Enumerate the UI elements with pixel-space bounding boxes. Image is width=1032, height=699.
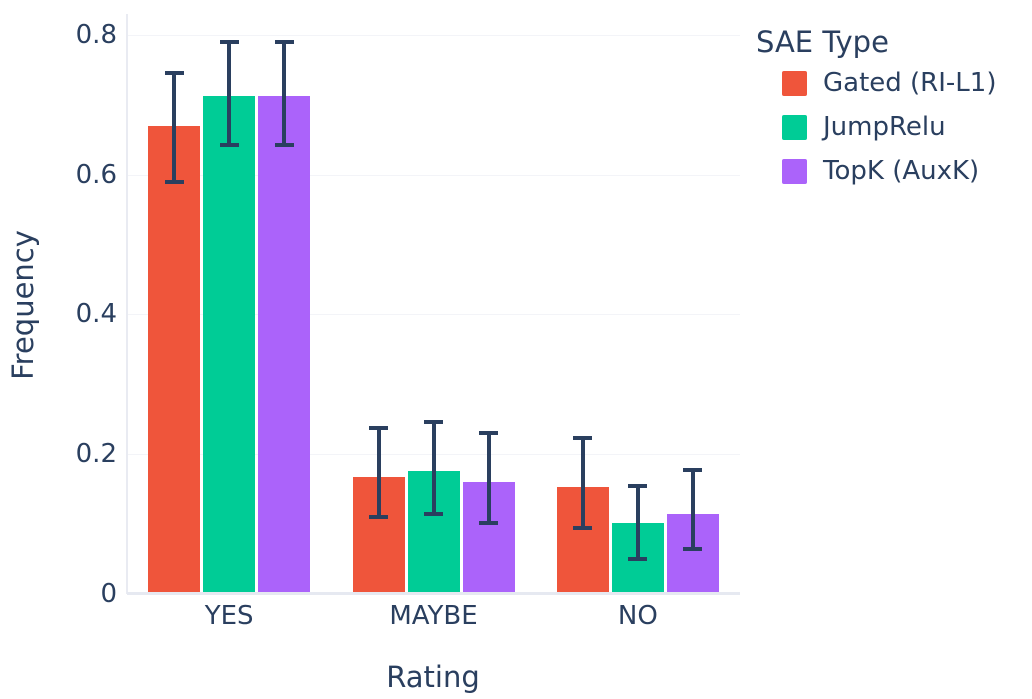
x-axis-baseline [127,592,740,595]
errorbar-topk-auxk-yes-cap-bottom [274,142,294,147]
gridline-0.6 [127,174,740,176]
ytick-0: 0 [100,579,117,609]
ytick-0.8: 0.8 [75,19,117,50]
legend-item-topk-auxk[interactable]: TopK (AuxK) [782,156,1026,186]
bar-gated-ri-l1-yes[interactable] [148,125,201,594]
errorbar-jumprelu-maybe-cap-bottom [424,511,443,516]
plot-area [127,14,740,594]
errorbar-jumprelu-no-cap-bottom [628,557,648,562]
errorbar-gated-ri-l1-no-cap-bottom [573,525,593,530]
errorbar-topk-auxk-maybe-cap-top [479,431,498,436]
legend-items: Gated (RI-L1) JumpRelu TopK (AuxK) [756,68,1026,186]
legend-swatch-icon [782,114,807,140]
legend-item-jumprelu[interactable]: JumpRelu [782,112,1026,142]
errorbar-jumprelu-yes-cap-bottom [219,143,239,148]
legend-swatch-icon [782,158,807,184]
errorbar-gated-ri-l1-yes-cap-top [164,70,184,75]
errorbar-topk-auxk-maybe-line [486,433,491,523]
bar-topk-auxk-yes[interactable] [258,95,311,594]
errorbar-jumprelu-yes-line [227,41,232,146]
errorbar-gated-ri-l1-maybe-cap-bottom [369,515,388,520]
errorbar-gated-ri-l1-no-cap-top [573,436,593,441]
legend-title: SAE Type [756,25,889,59]
y-axis-line [126,14,128,594]
bar-jumprelu-yes[interactable] [203,95,256,594]
legend: SAE Type Gated (RI-L1) JumpRelu TopK (AuxK… [756,24,1026,200]
legend-label: Gated (RI-L1) [823,68,997,98]
legend-label: TopK (AuxK) [823,156,980,186]
x-axis-title: Rating [386,660,480,694]
xtick-yes: YES [204,601,254,631]
errorbar-jumprelu-yes-cap-top [219,39,239,44]
errorbar-topk-auxk-yes-line [282,41,287,145]
errorbar-topk-auxk-no-cap-top [683,467,703,472]
legend-label: JumpRelu [823,112,946,142]
errorbar-jumprelu-no-cap-top [628,484,648,489]
errorbar-jumprelu-maybe-line [431,422,436,514]
errorbar-jumprelu-maybe-cap-top [424,420,443,425]
errorbar-jumprelu-no-line [635,486,640,560]
errorbar-topk-auxk-no-line [690,469,695,549]
errorbar-topk-auxk-yes-cap-top [274,39,294,44]
gridline-0.4 [127,314,740,316]
errorbar-topk-auxk-no-cap-bottom [683,546,703,551]
errorbar-gated-ri-l1-yes-cap-bottom [164,179,184,184]
ytick-0.2: 0.2 [75,439,117,470]
errorbar-gated-ri-l1-maybe-cap-top [369,426,388,431]
xtick-maybe: MAYBE [389,601,478,631]
legend-item-gated-ri-l1[interactable]: Gated (RI-L1) [782,68,1026,98]
errorbar-topk-auxk-maybe-cap-bottom [479,520,498,525]
legend-swatch-icon [782,70,807,96]
ytick-0.4: 0.4 [75,299,117,330]
errorbar-gated-ri-l1-yes-line [172,72,177,182]
errorbar-gated-ri-l1-maybe-line [376,428,381,518]
errorbar-gated-ri-l1-no-line [580,438,585,528]
xtick-no: NO [617,601,658,631]
ytick-0.6: 0.6 [75,159,117,190]
gridline-0.8 [127,34,740,36]
y-axis-title: Frequency [6,230,40,380]
